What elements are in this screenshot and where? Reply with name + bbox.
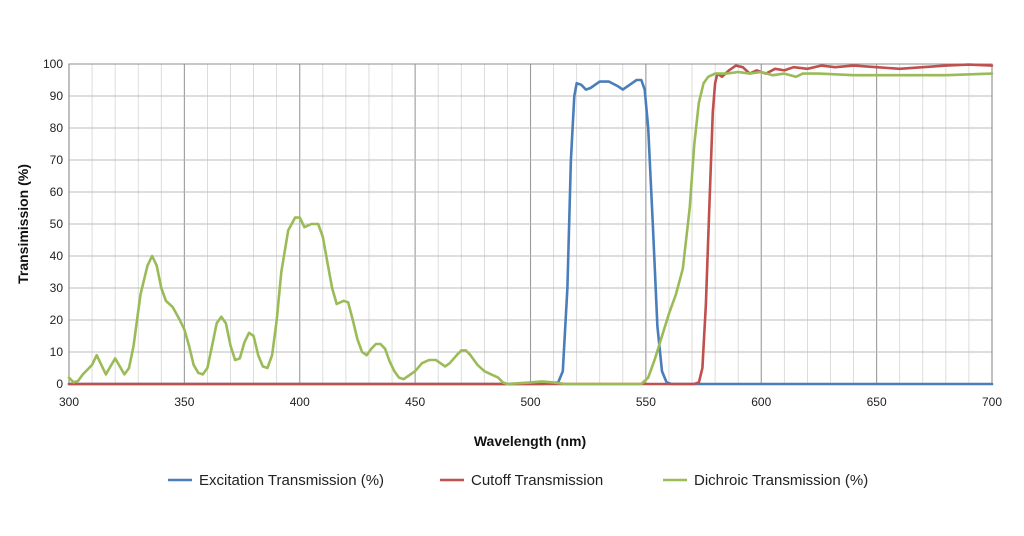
x-tick-label: 600 bbox=[751, 395, 771, 409]
y-tick-label: 10 bbox=[50, 345, 64, 359]
y-tick-label: 60 bbox=[50, 185, 64, 199]
legend-label: Cutoff Transmission bbox=[471, 472, 603, 489]
y-tick-label: 100 bbox=[43, 57, 63, 71]
x-tick-label: 400 bbox=[290, 395, 310, 409]
x-tick-label: 700 bbox=[982, 395, 1002, 409]
y-axis-title: Transimission (%) bbox=[15, 164, 31, 284]
y-tick-label: 20 bbox=[50, 313, 64, 327]
legend-item-2: Cutoff Transmission bbox=[440, 472, 603, 489]
legend-label: Excitation Transmission (%) bbox=[199, 472, 384, 489]
x-axis-title: Wavelength (nm) bbox=[474, 433, 586, 449]
x-tick-label: 550 bbox=[636, 395, 656, 409]
x-tick-label: 300 bbox=[59, 395, 79, 409]
x-tick-label: 500 bbox=[520, 395, 540, 409]
legend-label: Dichroic Transmission (%) bbox=[694, 472, 868, 489]
y-tick-label: 30 bbox=[50, 281, 64, 295]
y-tick-label: 40 bbox=[50, 249, 64, 263]
y-tick-label: 90 bbox=[50, 89, 64, 103]
series-line-3 bbox=[67, 70, 994, 386]
series-line-1 bbox=[67, 78, 994, 386]
legend: Excitation Transmission (%) Cutoff Transm… bbox=[168, 472, 868, 489]
y-tick-label: 50 bbox=[50, 217, 64, 231]
tick-labels: 300 350 400 450 500 550 600 650 700 0 10 20 30 40 50 60… bbox=[43, 57, 1002, 409]
legend-item-1: Excitation Transmission (%) bbox=[168, 472, 384, 489]
grid bbox=[68, 63, 993, 385]
series-lines bbox=[67, 63, 994, 386]
y-tick-label: 80 bbox=[50, 121, 64, 135]
x-tick-label: 650 bbox=[867, 395, 887, 409]
y-tick-label: 0 bbox=[56, 377, 63, 391]
x-tick-label: 450 bbox=[405, 395, 425, 409]
legend-item-3: Dichroic Transmission (%) bbox=[663, 472, 868, 489]
series-line-2 bbox=[67, 63, 994, 386]
x-tick-label: 350 bbox=[174, 395, 194, 409]
y-tick-label: 70 bbox=[50, 153, 64, 167]
